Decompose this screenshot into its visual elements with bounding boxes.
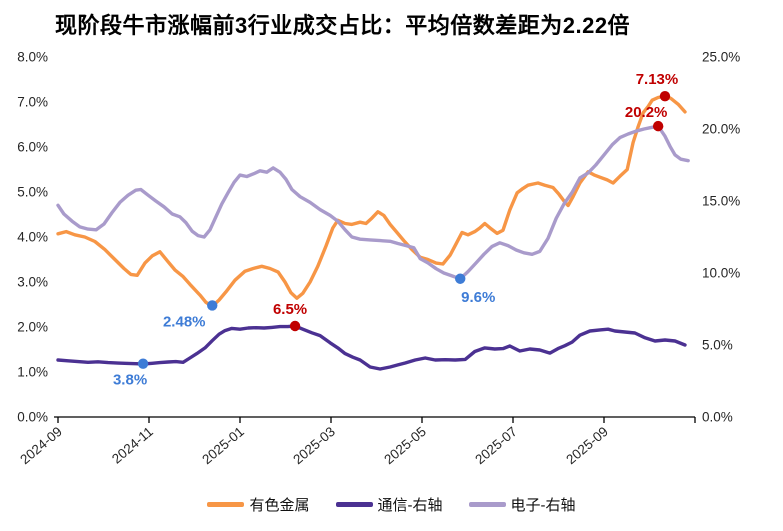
marker-dot-electronics-low [455, 273, 466, 284]
chart-title: 现阶段牛市涨幅前3行业成交占比：平均倍数差距为2.22倍 [55, 13, 631, 38]
x-axis-tick-label: 2025-09 [563, 424, 611, 467]
annotation-label-telecom-low: 3.8% [113, 372, 147, 389]
marker-dot-electronics-peak [652, 120, 664, 132]
series-line-electronics-right [56, 124, 690, 281]
chart-legend: 有色金属 通信-右轴 电子-右轴 [0, 494, 783, 515]
legend-label: 有色金属 [249, 497, 310, 514]
annotation-label-electronics-peak: 20.2% [625, 104, 668, 121]
legend-swatch-dark-purple [335, 502, 373, 507]
right-axis-tick-label: 15.0% [702, 194, 740, 209]
annotation-label-electronics-low: 9.6% [461, 289, 495, 306]
legend-label: 通信-右轴 [377, 497, 443, 514]
left-axis-tick-label: 6.0% [17, 140, 48, 155]
legend-swatch-light-purple [468, 502, 506, 507]
marker-dot-nonferrous-low [207, 300, 218, 311]
left-axis-tick-label: 4.0% [17, 230, 48, 245]
right-axis-tick-label: 0.0% [702, 410, 733, 425]
annotation-label-nonferrous-low: 2.48% [163, 313, 206, 330]
legend-item-electronics: 电子-右轴 [468, 494, 576, 515]
right-axis-tick-label: 10.0% [702, 266, 740, 281]
right-axis-tick-label: 25.0% [702, 50, 740, 65]
legend-item-telecom: 通信-右轴 [335, 494, 443, 515]
annotation-label-telecom-peak: 6.5% [273, 301, 307, 318]
left-axis-tick-label: 7.0% [17, 95, 48, 110]
x-axis-tick-label: 2024-11 [109, 424, 156, 467]
left-axis-tick-label: 8.0% [17, 50, 48, 65]
series-line-nonferrous-metals [56, 94, 687, 308]
right-axis-tick-label: 5.0% [702, 338, 733, 353]
left-axis-tick-label: 3.0% [17, 275, 48, 290]
x-axis-tick-label: 2025-01 [199, 424, 247, 467]
marker-dot-telecom-low [137, 358, 149, 369]
left-axis-tick-label: 2.0% [17, 320, 48, 335]
left-axis-tick-label: 1.0% [17, 365, 48, 380]
marker-dot-telecom-peak [289, 320, 301, 332]
x-axis-tick-label: 2024-09 [17, 424, 65, 467]
legend-label: 电子-右轴 [510, 497, 576, 514]
marker-dot-nonferrous-peak [659, 90, 671, 102]
x-axis-tick-label: 2025-03 [290, 424, 338, 467]
series-line-telecom-right [56, 324, 687, 371]
right-axis-tick-label: 20.0% [702, 122, 740, 137]
x-axis-tick-label: 2025-07 [472, 424, 520, 467]
legend-swatch-orange [207, 502, 245, 507]
annotation-label-nonferrous-peak: 7.13% [636, 71, 679, 88]
left-axis-tick-label: 0.0% [17, 410, 48, 425]
left-axis-tick-label: 5.0% [17, 185, 48, 200]
x-axis-tick-label: 2025-05 [381, 424, 429, 467]
legend-item-nonferrous-metals: 有色金属 [207, 494, 310, 515]
